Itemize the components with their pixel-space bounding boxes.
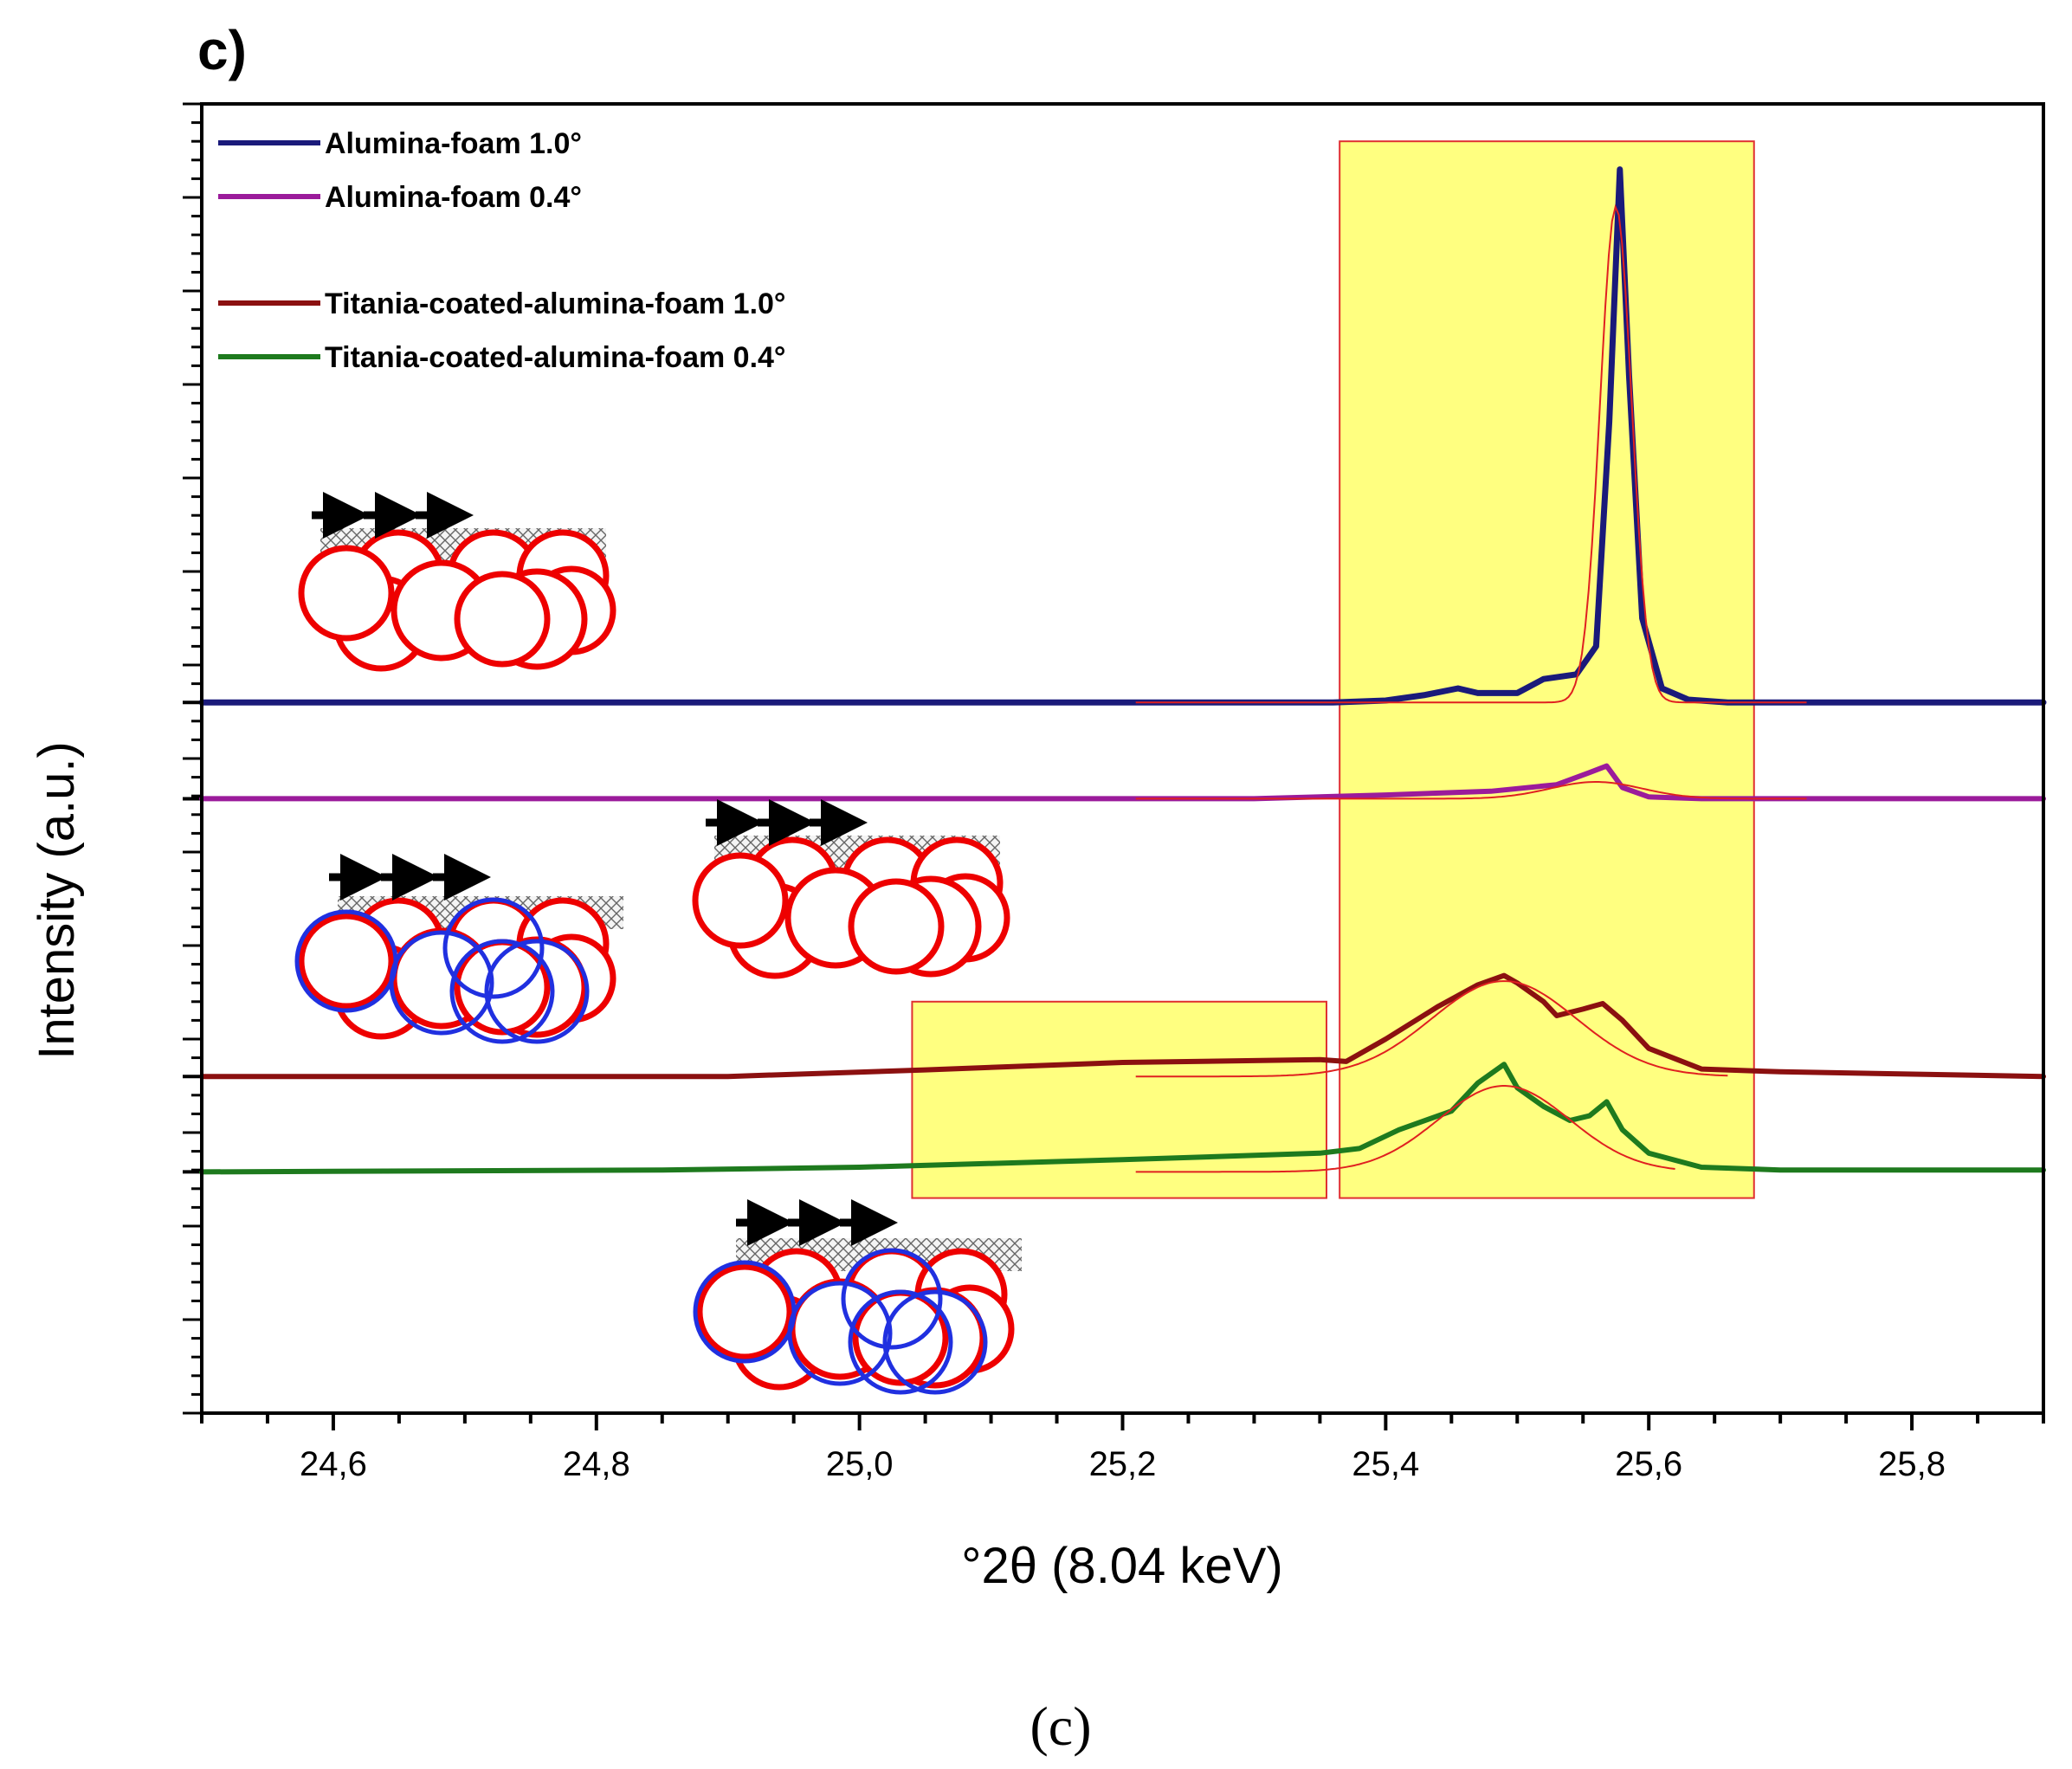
panel-label: c) bbox=[197, 19, 247, 81]
fit-curve-4 bbox=[1135, 1085, 1675, 1173]
diagram-titania-1deg bbox=[294, 854, 623, 1044]
x-axis-title: °2θ (8.04 keV) bbox=[961, 1538, 1282, 1594]
series-baselines bbox=[183, 700, 202, 1174]
diagram-titania-0.4deg bbox=[693, 1199, 1022, 1395]
series-line-4 bbox=[199, 1062, 2046, 1175]
diagram-alumina-0.4deg bbox=[692, 799, 1010, 979]
legend-label-alumina-1deg: Alumina-foam 1.0° bbox=[325, 127, 582, 160]
x-tick-label: 25,8 bbox=[1878, 1445, 1946, 1483]
diagram-alumina-1deg bbox=[298, 492, 616, 672]
figure-caption: (c) bbox=[1030, 1695, 1091, 1757]
series-line-1 bbox=[198, 166, 2047, 706]
x-tick-label: 25,2 bbox=[1089, 1445, 1157, 1483]
fit-curves bbox=[1135, 203, 1807, 1173]
y-axis-ticks bbox=[183, 102, 202, 1415]
x-tick-label: 24,6 bbox=[300, 1445, 367, 1483]
series-line-2 bbox=[199, 763, 2046, 802]
data-series bbox=[198, 166, 2047, 1175]
x-tick-label: 24,8 bbox=[563, 1445, 630, 1483]
x-axis-ticks: 24,6 24,8 25,0 25,2 25,4 25,6 25,8 bbox=[200, 1413, 2045, 1483]
legend: Alumina-foam 1.0° Alumina-foam 0.4° Tita… bbox=[218, 127, 786, 374]
legend-label-titania-0.4deg: Titania-coated-alumina-foam 0.4° bbox=[325, 341, 786, 374]
fit-curve-1 bbox=[1135, 203, 1807, 704]
legend-label-alumina-0.4deg: Alumina-foam 0.4° bbox=[325, 181, 582, 214]
highlight-region-2 bbox=[1339, 140, 1755, 1199]
fit-curve-3 bbox=[1135, 980, 1728, 1078]
x-tick-label: 25,0 bbox=[826, 1445, 894, 1483]
y-axis-title: Intensity (a.u.) bbox=[29, 741, 85, 1059]
legend-label-titania-1deg: Titania-coated-alumina-foam 1.0° bbox=[325, 287, 786, 320]
series-line-3 bbox=[199, 972, 2046, 1080]
x-tick-label: 25,4 bbox=[1352, 1445, 1419, 1483]
highlight-region-1 bbox=[911, 1000, 1327, 1199]
fit-curve-2 bbox=[1135, 781, 1807, 800]
x-tick-label: 25,6 bbox=[1615, 1445, 1682, 1483]
